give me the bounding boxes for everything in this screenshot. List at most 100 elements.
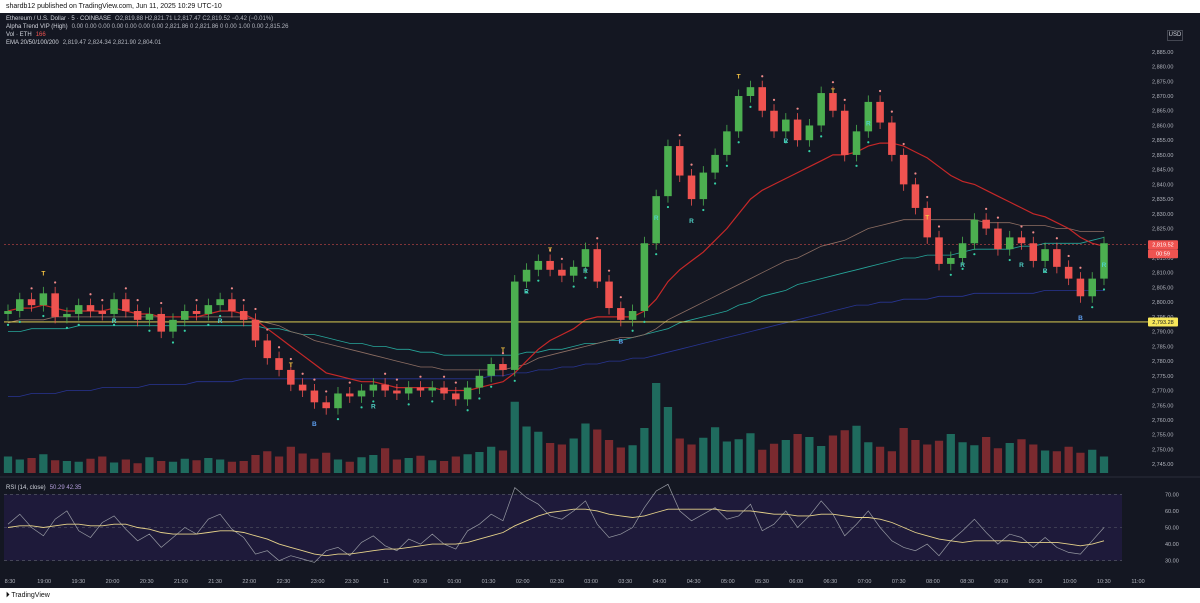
candle-body (805, 125, 814, 141)
rsi-line (7, 483, 1105, 563)
volume-bar (557, 444, 567, 473)
volume-bar (74, 461, 83, 473)
volume-bar (239, 461, 248, 473)
trend-dot (926, 195, 929, 199)
signal-label-T: T (548, 247, 552, 254)
chart-svg[interactable]: 2,885.00 2,880.00 2,875.00 2,870.00 2,865.00… (0, 13, 1200, 588)
volume-bar (687, 444, 696, 473)
x-tick-label: 01:30 (482, 579, 496, 585)
candle-body (840, 110, 849, 155)
volume-bar (1088, 449, 1097, 473)
trend-dot (42, 314, 45, 318)
trend-dot (242, 299, 245, 302)
x-tick-label: 20:00 (106, 579, 120, 585)
trend-dot (1008, 258, 1011, 262)
volume-bar (3, 456, 13, 473)
y-tick-label: 2,770.00 (1152, 389, 1173, 395)
y-tick-label: 2,850.00 (1152, 153, 1173, 159)
candle-body (711, 154, 719, 173)
trend-dot (549, 248, 552, 252)
trend-dot (54, 281, 57, 284)
publisher-text: shardb12 published on TradingView.com, J… (6, 3, 222, 10)
volume-bar (133, 463, 142, 473)
trend-dot (914, 172, 917, 175)
candle-body (428, 387, 437, 391)
trend-dot (902, 142, 905, 146)
volume-bar (1029, 444, 1038, 473)
candle-body (628, 311, 637, 320)
volume-bar (1099, 456, 1109, 473)
signal-label-T: T (737, 73, 741, 80)
candle-body (510, 281, 519, 370)
trend-dot (867, 141, 870, 144)
trend-dot (513, 379, 516, 382)
candle-body (86, 305, 95, 312)
volume-bar (416, 455, 425, 473)
trend-dot (230, 287, 234, 290)
y-tick-label: 2,780.00 (1152, 359, 1173, 365)
candle-body (369, 384, 378, 391)
candle-body (39, 293, 48, 306)
x-tick-label: 8:30 (5, 579, 16, 585)
ema-100-line (8, 237, 1105, 356)
trend-dot (702, 208, 705, 212)
legend-alpha-trend[interactable]: Alpha Trend VIP (High) 0.00 0.00 0.00 0.0… (6, 24, 288, 30)
candle-body (275, 358, 283, 370)
candle-body (923, 207, 931, 238)
trend-dot (713, 182, 717, 185)
legend-symbol[interactable]: Ethereum / U.S. Dollar · 5 · COINBASE O2,… (6, 16, 273, 22)
volume-bar (581, 423, 590, 473)
trend-dot (678, 134, 681, 137)
trend-dot (560, 257, 563, 260)
trend-dot (183, 329, 186, 332)
volume-bar (204, 458, 213, 473)
x-tick-label: 05:00 (721, 579, 735, 585)
legend-ema[interactable]: EMA 20/50/100/200 2,819.47 2,824.34 2,821… (6, 40, 161, 46)
volume-bar (640, 428, 649, 473)
currency-selector[interactable]: USD (1167, 30, 1183, 41)
legend-alpha-name: Alpha Trend VIP (High) (6, 24, 68, 30)
volume-bar (545, 443, 555, 473)
trend-dot (407, 403, 410, 406)
volume-bar (451, 456, 460, 473)
volume-bar (628, 445, 637, 473)
legend-rsi-values: 50.29 42.35 (49, 485, 82, 491)
x-tick-label: 21:30 (208, 579, 222, 585)
x-tick-label: 02:00 (516, 579, 530, 585)
signal-label-T: T (289, 362, 293, 369)
volume-bar (616, 447, 625, 473)
trend-dot (961, 267, 964, 270)
chart-frame[interactable]: 2,885.00 2,880.00 2,875.00 2,870.00 2,865.00… (0, 13, 1200, 588)
volume-bar (1005, 443, 1014, 473)
trend-dot (725, 164, 728, 167)
volume-bar (887, 451, 896, 473)
trend-dot (937, 225, 941, 228)
legend-volume[interactable]: Vol · ETH 166 (6, 32, 46, 38)
candle-body (723, 131, 731, 155)
x-tick-label: 04:00 (653, 579, 667, 585)
x-tick-label: 20:30 (140, 579, 154, 585)
volume-bar (522, 426, 531, 473)
countdown-tag: 00:59 (1156, 252, 1170, 258)
y-tick-label: 2,855.00 (1152, 138, 1173, 144)
candle-body (1088, 278, 1096, 297)
x-tick-label: 03:00 (584, 579, 598, 585)
trend-dot (690, 163, 693, 166)
volume-bar (227, 461, 237, 473)
volume-bar (216, 459, 225, 473)
candle-body (652, 196, 660, 244)
x-tick-label: 08:00 (926, 579, 940, 585)
x-tick-label: 11 (383, 579, 389, 585)
trend-dot (254, 307, 257, 311)
volume-bar (1017, 439, 1026, 473)
trend-dot (1020, 225, 1023, 228)
trend-dot (655, 253, 658, 256)
legend-rsi[interactable]: RSI (14, close) 50.29 42.35 (6, 485, 81, 491)
volume-bar (793, 434, 802, 473)
candle-body (699, 172, 708, 200)
candle-body (758, 87, 767, 111)
trend-dot (419, 375, 422, 378)
trend-dot (890, 110, 893, 113)
candle-body (746, 87, 755, 97)
trend-dot (631, 329, 634, 332)
